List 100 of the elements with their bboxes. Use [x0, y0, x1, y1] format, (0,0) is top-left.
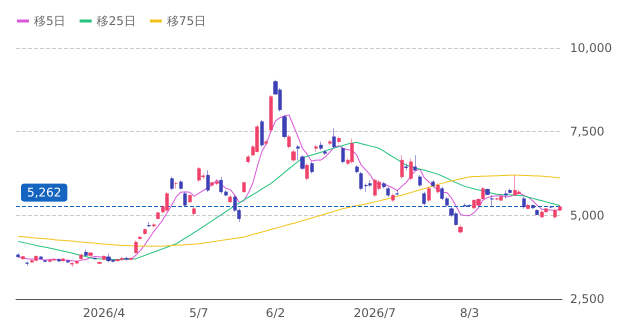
- candlestick: [540, 210, 544, 218]
- candlestick: [170, 176, 174, 190]
- candlestick: [88, 252, 93, 258]
- candlestick: [413, 154, 417, 170]
- candlestick: [400, 154, 404, 179]
- candlestick: [490, 195, 494, 208]
- candlestick: [337, 136, 341, 144]
- candlestick: [350, 138, 354, 164]
- candlestick: [255, 124, 259, 153]
- ref-line-label: 5,262: [27, 186, 62, 200]
- candlestick: [97, 261, 102, 264]
- candlestick: [165, 192, 169, 212]
- legend-label: 移25日: [96, 14, 136, 28]
- x-tick-label: 5/7: [189, 306, 208, 320]
- candlestick: [418, 174, 422, 188]
- candlestick: [310, 162, 314, 174]
- line-series: [18, 174, 560, 247]
- candlestick: [404, 163, 408, 170]
- candlestick: [115, 258, 120, 262]
- candlestick: [39, 256, 43, 260]
- candlestick: [323, 150, 327, 156]
- candlestick: [61, 258, 65, 262]
- candlestick: [129, 257, 133, 260]
- candlestick: [513, 174, 517, 196]
- candlestick: [79, 254, 83, 260]
- candlestick: [260, 120, 264, 147]
- candlestick: [409, 158, 413, 180]
- y-tick-label: 10,000: [570, 41, 612, 55]
- candlestick: [291, 150, 296, 162]
- candlestick: [355, 164, 359, 174]
- x-tick-label: 8/3: [460, 306, 480, 320]
- candlestick: [93, 257, 97, 260]
- candlestick: [30, 259, 34, 264]
- candlestick: [495, 198, 499, 201]
- candlestick: [66, 260, 70, 264]
- candlestick: [422, 192, 426, 206]
- candlestick: [485, 188, 490, 196]
- candlestick: [43, 259, 47, 262]
- y-tick-label: 5,000: [570, 208, 604, 222]
- candlestick: [526, 203, 530, 210]
- candlestick: [106, 253, 111, 262]
- candlestick: [102, 255, 106, 260]
- candlestick: [504, 190, 508, 199]
- candlestick: [458, 225, 463, 234]
- line-series: [18, 142, 560, 260]
- candlestick: [264, 140, 268, 146]
- candlestick: [305, 163, 309, 180]
- candlestick: [319, 141, 323, 150]
- candlestick: [522, 196, 526, 209]
- candlestick: [499, 196, 503, 202]
- candlestick: [156, 212, 160, 220]
- line-series: [18, 114, 560, 262]
- candlestick: [246, 154, 250, 164]
- candlestick: [436, 183, 440, 194]
- candlestick: [386, 186, 390, 198]
- candlestick: [21, 256, 25, 260]
- x-tick-label: 2026/7: [354, 306, 396, 320]
- candlestick: [143, 228, 147, 235]
- candlestick: [124, 256, 129, 260]
- candlestick: [206, 170, 210, 192]
- candlestick: [197, 166, 201, 182]
- candlestick: [188, 194, 192, 203]
- candlestick: [328, 140, 332, 146]
- candlestick: [287, 134, 291, 149]
- y-tick-label: 7,500: [570, 124, 604, 139]
- candlestick: [174, 182, 178, 189]
- candlestick: [48, 259, 52, 262]
- candlestick: [228, 195, 232, 203]
- candlestick: [395, 190, 399, 196]
- candlestick: [508, 188, 512, 194]
- x-tick-label: 2026/4: [82, 306, 126, 320]
- candlestick: [34, 255, 38, 262]
- candlestick: [431, 180, 435, 188]
- candlestick: [52, 258, 56, 262]
- candlestick: [183, 192, 187, 208]
- candlestick: [57, 258, 61, 262]
- candlestick: [535, 209, 539, 216]
- candlestick: [382, 182, 386, 189]
- candlestick: [192, 206, 196, 216]
- y-tick-label: 2,500: [570, 292, 604, 306]
- candlestick: [314, 144, 318, 152]
- candlestick: [332, 128, 336, 149]
- candlestick: [269, 94, 273, 132]
- legend-label: 移75日: [166, 14, 206, 28]
- x-tick-label: 6/2: [266, 306, 286, 320]
- candlestick: [16, 252, 20, 258]
- candlestick: [296, 144, 300, 160]
- candlestick: [147, 222, 151, 228]
- candlestick: [373, 178, 377, 198]
- candlestick: [467, 204, 472, 207]
- candlestick: [427, 186, 431, 202]
- candlestick: [549, 206, 553, 208]
- candlestick: [282, 114, 287, 139]
- candlestick: [134, 240, 138, 254]
- candlestick: [242, 182, 246, 193]
- candlestick: [531, 204, 535, 209]
- candlestick: [138, 236, 142, 240]
- candlestick: [179, 180, 183, 190]
- candlestick: [84, 249, 88, 256]
- candlestick: [391, 193, 395, 202]
